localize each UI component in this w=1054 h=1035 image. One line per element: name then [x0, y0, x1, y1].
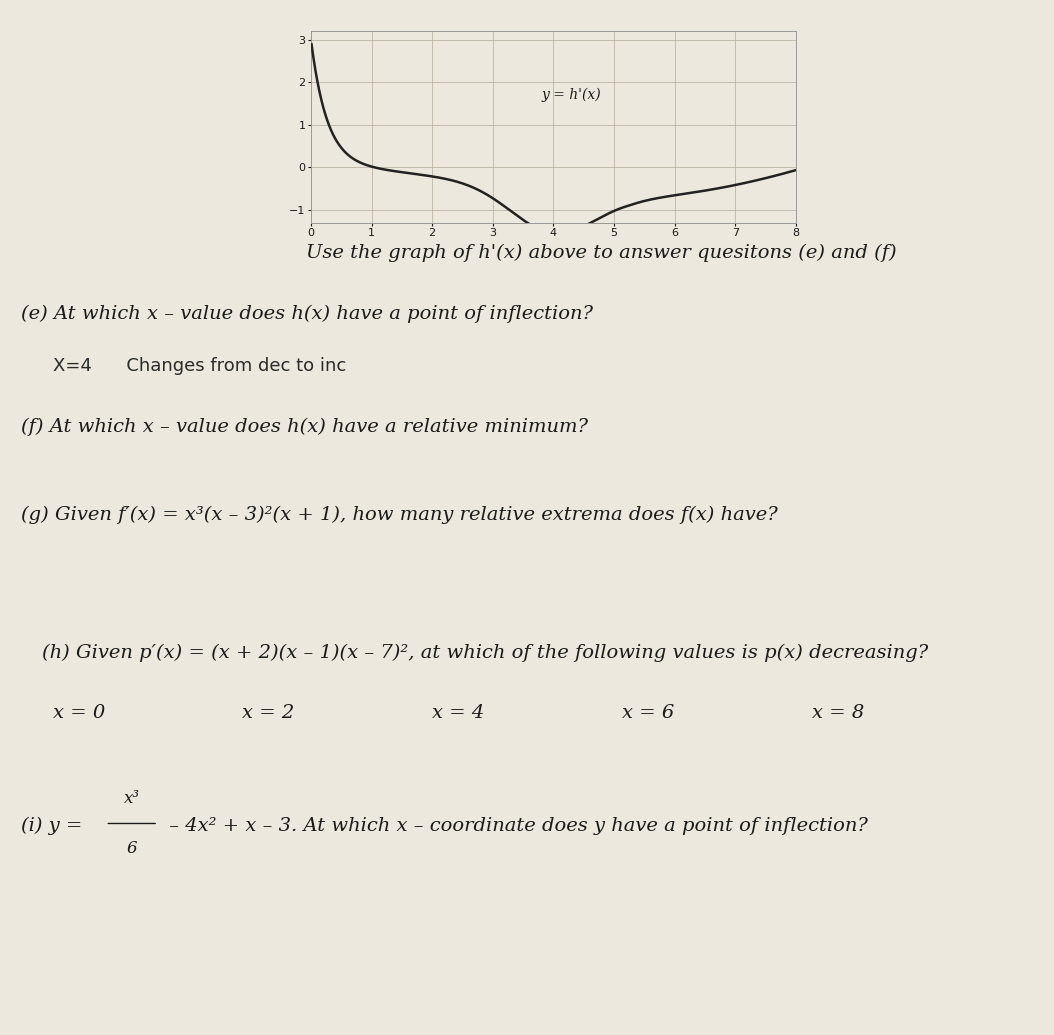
- Text: – 4x² + x – 3. At which x – coordinate does y have a point of inflection?: – 4x² + x – 3. At which x – coordinate d…: [163, 817, 868, 835]
- Text: (g) Given f′(x) = x³(x – 3)²(x + 1), how many relative extrema does f(x) have?: (g) Given f′(x) = x³(x – 3)²(x + 1), how…: [21, 506, 778, 525]
- Text: (h) Given p′(x) = (x + 2)(x – 1)(x – 7)², at which of the following values is p(: (h) Given p′(x) = (x + 2)(x – 1)(x – 7)²…: [42, 644, 929, 661]
- Text: x = 4: x = 4: [432, 704, 485, 722]
- Text: (e) At which x – value does h(x) have a point of inflection?: (e) At which x – value does h(x) have a …: [21, 304, 593, 323]
- Text: y = h'(x): y = h'(x): [542, 88, 601, 102]
- Text: (i) y =: (i) y =: [21, 817, 89, 835]
- Text: x = 8: x = 8: [812, 704, 864, 722]
- Text: (f) At which x – value does h(x) have a relative minimum?: (f) At which x – value does h(x) have a …: [21, 417, 588, 436]
- Text: x = 2: x = 2: [242, 704, 295, 722]
- Text: 6: 6: [126, 839, 137, 857]
- Text: x³: x³: [123, 791, 140, 807]
- Text: X=4      Changes from dec to inc: X=4 Changes from dec to inc: [53, 357, 346, 375]
- Text: Use the graph of h'(x) above to answer quesitons (e) and (f): Use the graph of h'(x) above to answer q…: [306, 244, 896, 262]
- Text: x = 6: x = 6: [622, 704, 675, 722]
- Text: x = 0: x = 0: [53, 704, 105, 722]
